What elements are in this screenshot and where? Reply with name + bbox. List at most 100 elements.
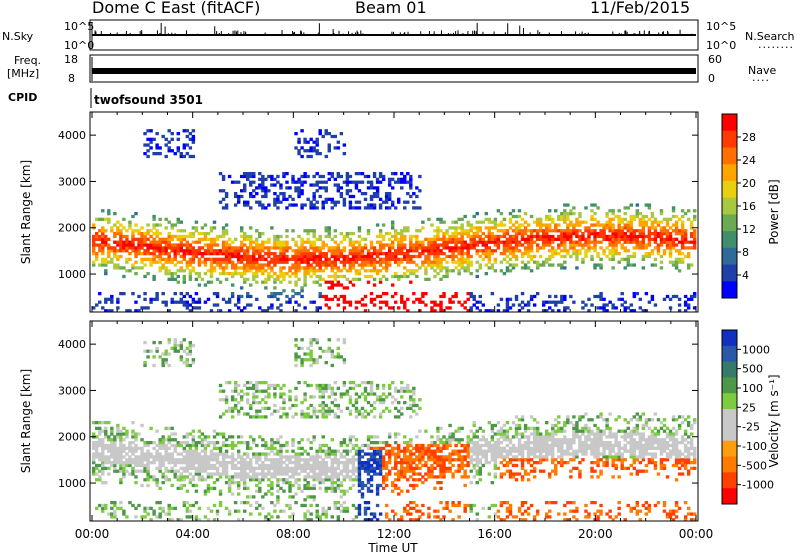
heatmap-cell	[330, 483, 334, 488]
heatmap-cell	[406, 192, 410, 196]
heatmap-cell	[306, 257, 310, 261]
heatmap-cell	[261, 254, 265, 259]
heatmap-cell	[397, 177, 401, 181]
heatmap-cell	[185, 143, 190, 147]
freq-label-line2: [MHz]	[7, 67, 40, 80]
heatmap-cell	[454, 232, 458, 236]
heatmap-cell	[324, 466, 328, 470]
heatmap-cell	[309, 243, 313, 247]
heatmap-cell	[689, 226, 694, 230]
heatmap-cell	[532, 229, 537, 233]
heatmap-cell	[342, 203, 347, 207]
heatmap-cell	[218, 449, 223, 453]
heatmap-cell	[173, 469, 177, 473]
heatmap-cell	[164, 246, 168, 250]
heatmap-cell	[375, 192, 380, 196]
heatmap-cell	[215, 277, 220, 281]
heatmap-cell	[526, 240, 531, 244]
heatmap-cell	[596, 263, 600, 267]
heatmap-cell	[261, 406, 265, 410]
heatmap-cell	[378, 466, 383, 470]
heatmap-cell	[572, 223, 576, 227]
heatmap-cell	[415, 254, 419, 259]
heatmap-cell	[387, 237, 392, 241]
heatmap-cell	[602, 223, 606, 227]
heatmap-cell	[578, 234, 582, 239]
y-tick-label: 4000	[58, 129, 86, 142]
heatmap-cell	[173, 300, 177, 304]
heatmap-cell	[233, 303, 238, 307]
heatmap-cell	[469, 263, 473, 267]
heatmap-cell	[692, 234, 697, 239]
heatmap-cell	[291, 263, 295, 267]
heatmap-cell	[629, 309, 633, 313]
heatmap-cell	[406, 257, 410, 261]
heatmap-cell	[200, 469, 205, 473]
heatmap-cell	[457, 240, 461, 244]
heatmap-cell	[493, 260, 498, 264]
heatmap-cell	[92, 466, 96, 470]
heatmap-cell	[291, 174, 295, 179]
heatmap-cell	[170, 455, 174, 459]
heatmap-cell	[339, 260, 344, 264]
heatmap-cell	[315, 341, 319, 345]
heatmap-cell	[315, 475, 319, 479]
heatmap-cell	[303, 229, 307, 233]
heatmap-cell	[617, 229, 621, 233]
heatmap-cell	[375, 294, 380, 299]
heatmap-cell	[297, 186, 301, 190]
heatmap-cell	[215, 260, 220, 264]
heatmap-cell	[173, 349, 177, 353]
heatmap-cell	[101, 237, 105, 241]
heatmap-cell	[324, 243, 328, 247]
heatmap-cell	[125, 469, 129, 473]
heatmap-cell	[300, 469, 304, 473]
heatmap-cell	[149, 246, 153, 250]
heatmap-cell	[107, 254, 111, 259]
heatmap-cell	[656, 232, 661, 236]
colorbar-tick-label: 20	[742, 177, 756, 190]
heatmap-cell	[357, 277, 362, 281]
heatmap-cell	[276, 240, 280, 244]
heatmap-cell	[282, 172, 286, 176]
heatmap-cell	[541, 232, 546, 236]
heatmap-cell	[617, 217, 621, 221]
heatmap-cell	[324, 189, 328, 193]
heatmap-cell	[246, 486, 250, 490]
heatmap-cell	[101, 252, 105, 256]
heatmap-cell	[312, 192, 316, 196]
heatmap-cell	[191, 226, 196, 230]
heatmap-cell	[215, 441, 220, 445]
heatmap-cell	[327, 478, 331, 482]
heatmap-cell	[387, 455, 392, 459]
heatmap-cell	[493, 257, 498, 261]
heatmap-cell	[321, 472, 325, 476]
heatmap-cell	[496, 237, 501, 241]
heatmap-cell	[566, 232, 570, 236]
heatmap-cell	[436, 272, 440, 276]
heatmap-cell	[478, 249, 482, 253]
heatmap-cell	[312, 435, 316, 439]
heatmap-cell	[541, 263, 546, 267]
heatmap-cell	[270, 257, 274, 261]
heatmap-cell	[246, 475, 250, 479]
heatmap-cell	[270, 492, 274, 496]
heatmap-cell	[484, 234, 489, 239]
heatmap-cell	[418, 240, 422, 244]
heatmap-cell	[387, 443, 392, 448]
heatmap-cell	[230, 240, 235, 244]
heatmap-cell	[608, 229, 612, 233]
heatmap-cell	[294, 478, 298, 482]
colorbar-tick-label: 28	[742, 131, 756, 144]
heatmap-cell	[318, 478, 322, 482]
heatmap-cell	[442, 234, 446, 239]
heatmap-cell	[176, 441, 180, 445]
heatmap-cell	[173, 338, 177, 342]
heatmap-cell	[203, 263, 208, 267]
heatmap-cell	[294, 412, 298, 416]
heatmap-cell	[478, 263, 482, 267]
heatmap-cell	[236, 297, 241, 301]
heatmap-cell	[188, 274, 193, 279]
heatmap-cell	[270, 303, 274, 307]
heatmap-cell	[128, 472, 132, 476]
